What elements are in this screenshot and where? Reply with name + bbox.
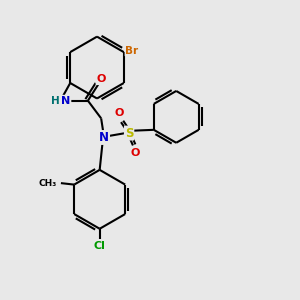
Text: Cl: Cl — [94, 242, 106, 251]
Text: N: N — [99, 131, 109, 144]
Text: O: O — [97, 74, 106, 84]
Text: Br: Br — [125, 46, 139, 56]
Text: H: H — [51, 96, 60, 106]
Text: CH₃: CH₃ — [38, 178, 56, 188]
Text: N: N — [61, 96, 70, 106]
Text: O: O — [114, 108, 124, 118]
Text: S: S — [125, 127, 134, 140]
Text: O: O — [130, 148, 140, 158]
